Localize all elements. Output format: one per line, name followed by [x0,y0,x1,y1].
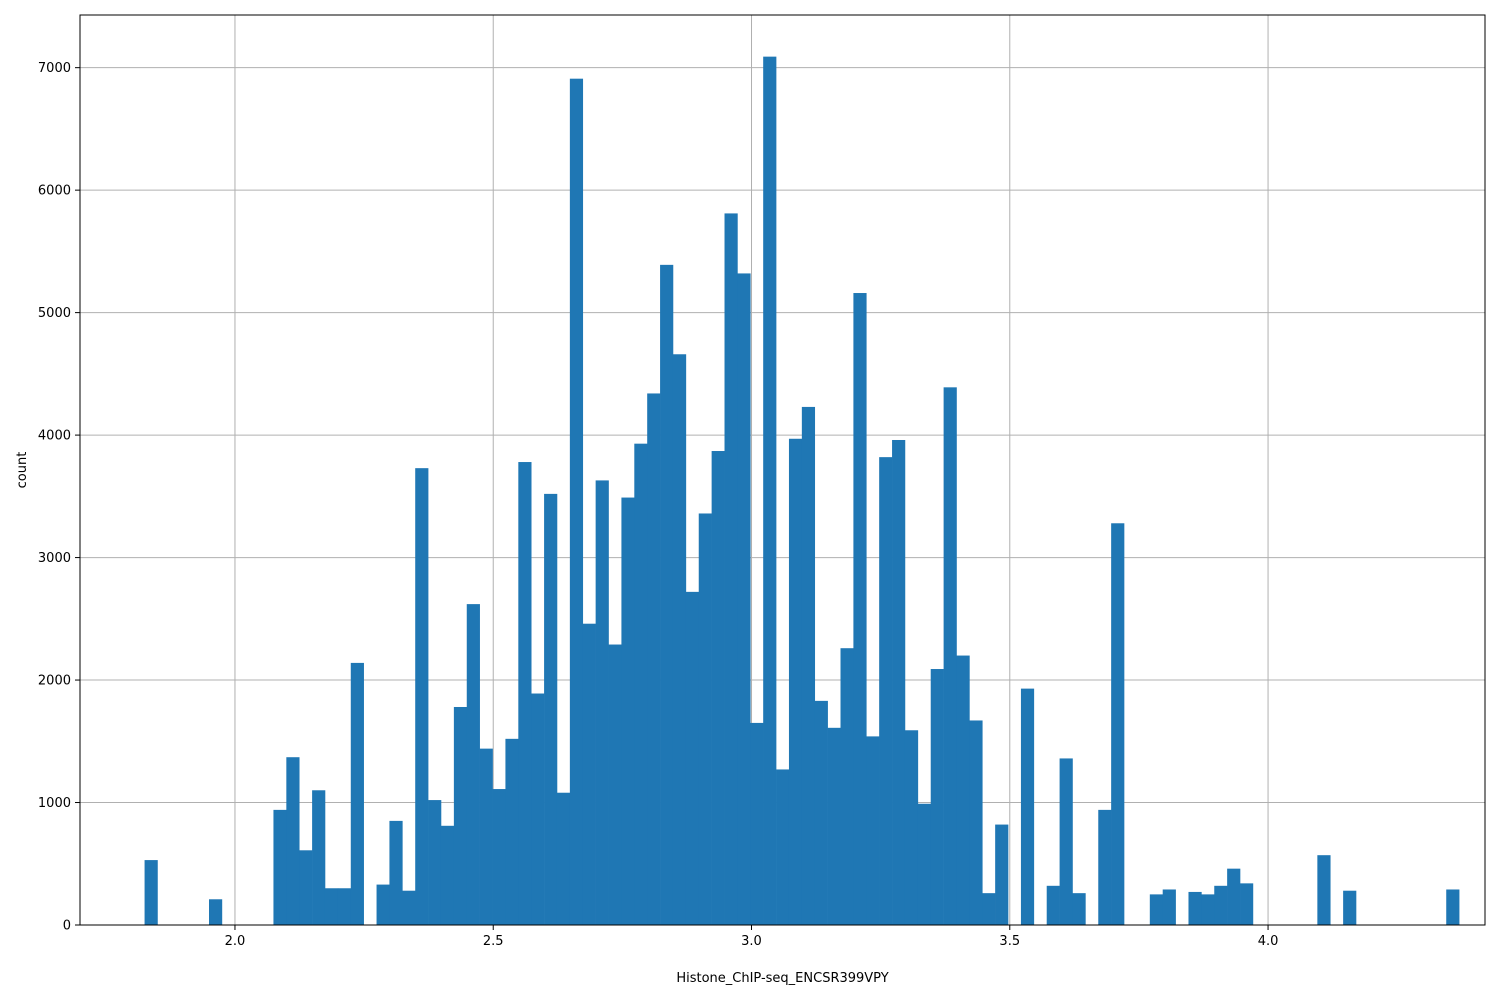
y-tick-label: 0 [63,919,71,934]
histogram-bar [1098,809,1112,925]
x-tick-label: 3.5 [999,934,1020,949]
y-axis-label: count [15,452,30,489]
histogram-bar [711,451,725,925]
x-tick-label: 2.0 [225,934,246,949]
histogram-bar [1343,890,1357,925]
histogram-bar [209,899,223,925]
histogram-bar [814,700,828,925]
histogram-bar [917,803,932,925]
histogram-bar [582,623,596,925]
histogram-bar [788,438,803,925]
histogram-bar [1188,891,1202,925]
histogram-bar [982,893,996,925]
histogram-bar [1317,855,1331,925]
y-tick-label: 3000 [38,551,71,566]
x-tick-label: 2.5 [483,934,504,949]
histogram-bar [724,213,738,925]
x-tick-label: 3.0 [741,934,762,949]
histogram-bar [505,738,519,925]
histogram-bar [1020,688,1035,925]
plot-frame [79,14,1486,926]
histogram-bar [995,824,1009,925]
histogram-bar [453,706,468,925]
y-axis: 0 1000 2000 3000 4000 5000 6000 7000 [38,61,80,934]
histogram-bar [634,443,648,925]
histogram-bar [1111,523,1125,925]
histogram-bar [698,513,712,925]
histogram-bar [763,56,777,926]
x-axis: 2.0 2.5 3.0 3.5 4.0 [225,925,1279,949]
histogram-bar [904,730,919,925]
histogram-bar [840,648,854,925]
histogram-bar [595,480,609,925]
histogram-bar [1162,889,1176,925]
y-tick-label: 7000 [38,61,71,76]
y-tick-label: 2000 [38,674,71,689]
y-tick-label: 6000 [38,184,71,199]
y-tick-label: 4000 [38,429,71,444]
histogram-bar [969,720,983,925]
histogram-bar [350,662,364,925]
histogram-bar [1149,894,1164,925]
histogram-bar [556,792,571,925]
histogram-bar [892,439,906,925]
histogram-bar [299,850,313,925]
histogram-bar [492,789,506,925]
histogram-bar [569,78,584,926]
histogram-bar [428,800,442,925]
histogram-bar [1072,893,1086,925]
histogram-bar [273,809,287,925]
histogram-bar [389,820,403,925]
histogram-bar [647,393,661,925]
histogram-bar [440,825,455,925]
histogram-bar [286,757,300,925]
histogram-bar [518,462,532,925]
x-tick-label: 4.0 [1258,934,1279,949]
histogram-bar [827,727,841,925]
histogram-bar [466,604,480,925]
histogram-bar [1201,894,1215,925]
histogram-bar [685,591,700,925]
x-axis-label: Histone_ChIP-seq_ENCSR399VPY [676,971,888,986]
histogram-bar [660,264,674,926]
histogram-bars [144,56,1460,926]
histogram-bar [801,406,816,925]
histogram-bar [853,293,867,925]
histogram-bar [1059,758,1073,925]
histogram-bar [943,387,957,926]
y-tick-label: 5000 [38,306,71,321]
histogram-bar [866,736,880,925]
histogram-bar [621,497,635,925]
histogram-bar [1446,889,1460,925]
histogram-bar [672,354,687,925]
histogram-bar [479,748,493,925]
histogram-bar [750,722,764,925]
histogram-bar [337,888,352,925]
histogram-bar [1046,885,1060,925]
histogram-bar [312,790,326,925]
histogram-bar [531,693,545,925]
histogram-bar [1240,883,1254,925]
histogram-bar [776,769,790,925]
histogram-bar [1214,885,1228,925]
histogram-bar [930,669,944,925]
y-tick-label: 1000 [38,796,71,811]
histogram-bar [737,273,751,925]
histogram-bar [415,468,429,925]
histogram-bar [402,890,416,925]
histogram-bar [324,888,339,925]
histogram-bar [879,457,893,925]
histogram-bar [1227,868,1241,925]
histogram-bar [608,644,622,925]
histogram-bar [376,884,390,925]
histogram-bar [544,493,558,925]
histogram-bar [956,655,970,925]
histogram-bar [144,860,158,925]
